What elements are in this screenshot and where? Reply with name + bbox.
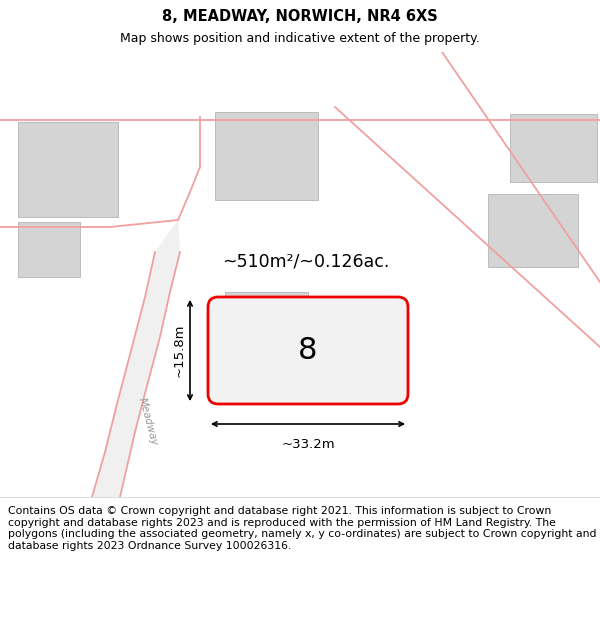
Text: ~15.8m: ~15.8m (173, 324, 186, 378)
FancyBboxPatch shape (208, 297, 408, 404)
Text: ~33.2m: ~33.2m (281, 438, 335, 451)
Bar (510, 114, 597, 182)
Text: Meadway: Meadway (137, 397, 159, 447)
Text: Contains OS data © Crown copyright and database right 2021. This information is : Contains OS data © Crown copyright and d… (8, 506, 596, 551)
Bar (225, 292, 308, 360)
Bar (18, 222, 80, 277)
Text: 8, MEADWAY, NORWICH, NR4 6XS: 8, MEADWAY, NORWICH, NR4 6XS (162, 9, 438, 24)
Bar (215, 112, 318, 200)
Polygon shape (92, 117, 200, 497)
Bar (233, 364, 300, 404)
Text: 8: 8 (298, 336, 318, 365)
Text: ~510m²/~0.126ac.: ~510m²/~0.126ac. (222, 253, 389, 271)
Text: Map shows position and indicative extent of the property.: Map shows position and indicative extent… (120, 32, 480, 45)
Bar (488, 194, 578, 267)
Bar (18, 122, 118, 217)
